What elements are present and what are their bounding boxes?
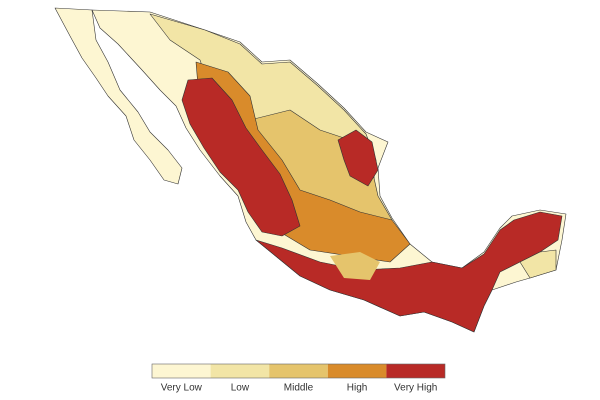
legend-swatch bbox=[386, 364, 445, 378]
legend-swatch bbox=[152, 364, 211, 378]
baja-california bbox=[54, 7, 183, 185]
map bbox=[54, 7, 567, 333]
legend-swatch bbox=[269, 364, 328, 378]
yucatan-low bbox=[519, 249, 557, 279]
legend-label: Middle bbox=[284, 383, 314, 394]
legend: Very Low Low Middle High Very High bbox=[151, 363, 446, 394]
legend-swatch bbox=[210, 364, 270, 378]
legend-label: Very Low bbox=[161, 383, 203, 394]
legend-border bbox=[151, 363, 446, 379]
central-mix bbox=[330, 252, 380, 280]
tamaulipas-high bbox=[337, 129, 379, 187]
legend-label: Very High bbox=[394, 383, 437, 394]
very-high-west bbox=[181, 77, 301, 237]
legend-label: Low bbox=[231, 383, 250, 394]
legend-label: High bbox=[347, 383, 368, 394]
legend-swatch bbox=[327, 364, 387, 378]
